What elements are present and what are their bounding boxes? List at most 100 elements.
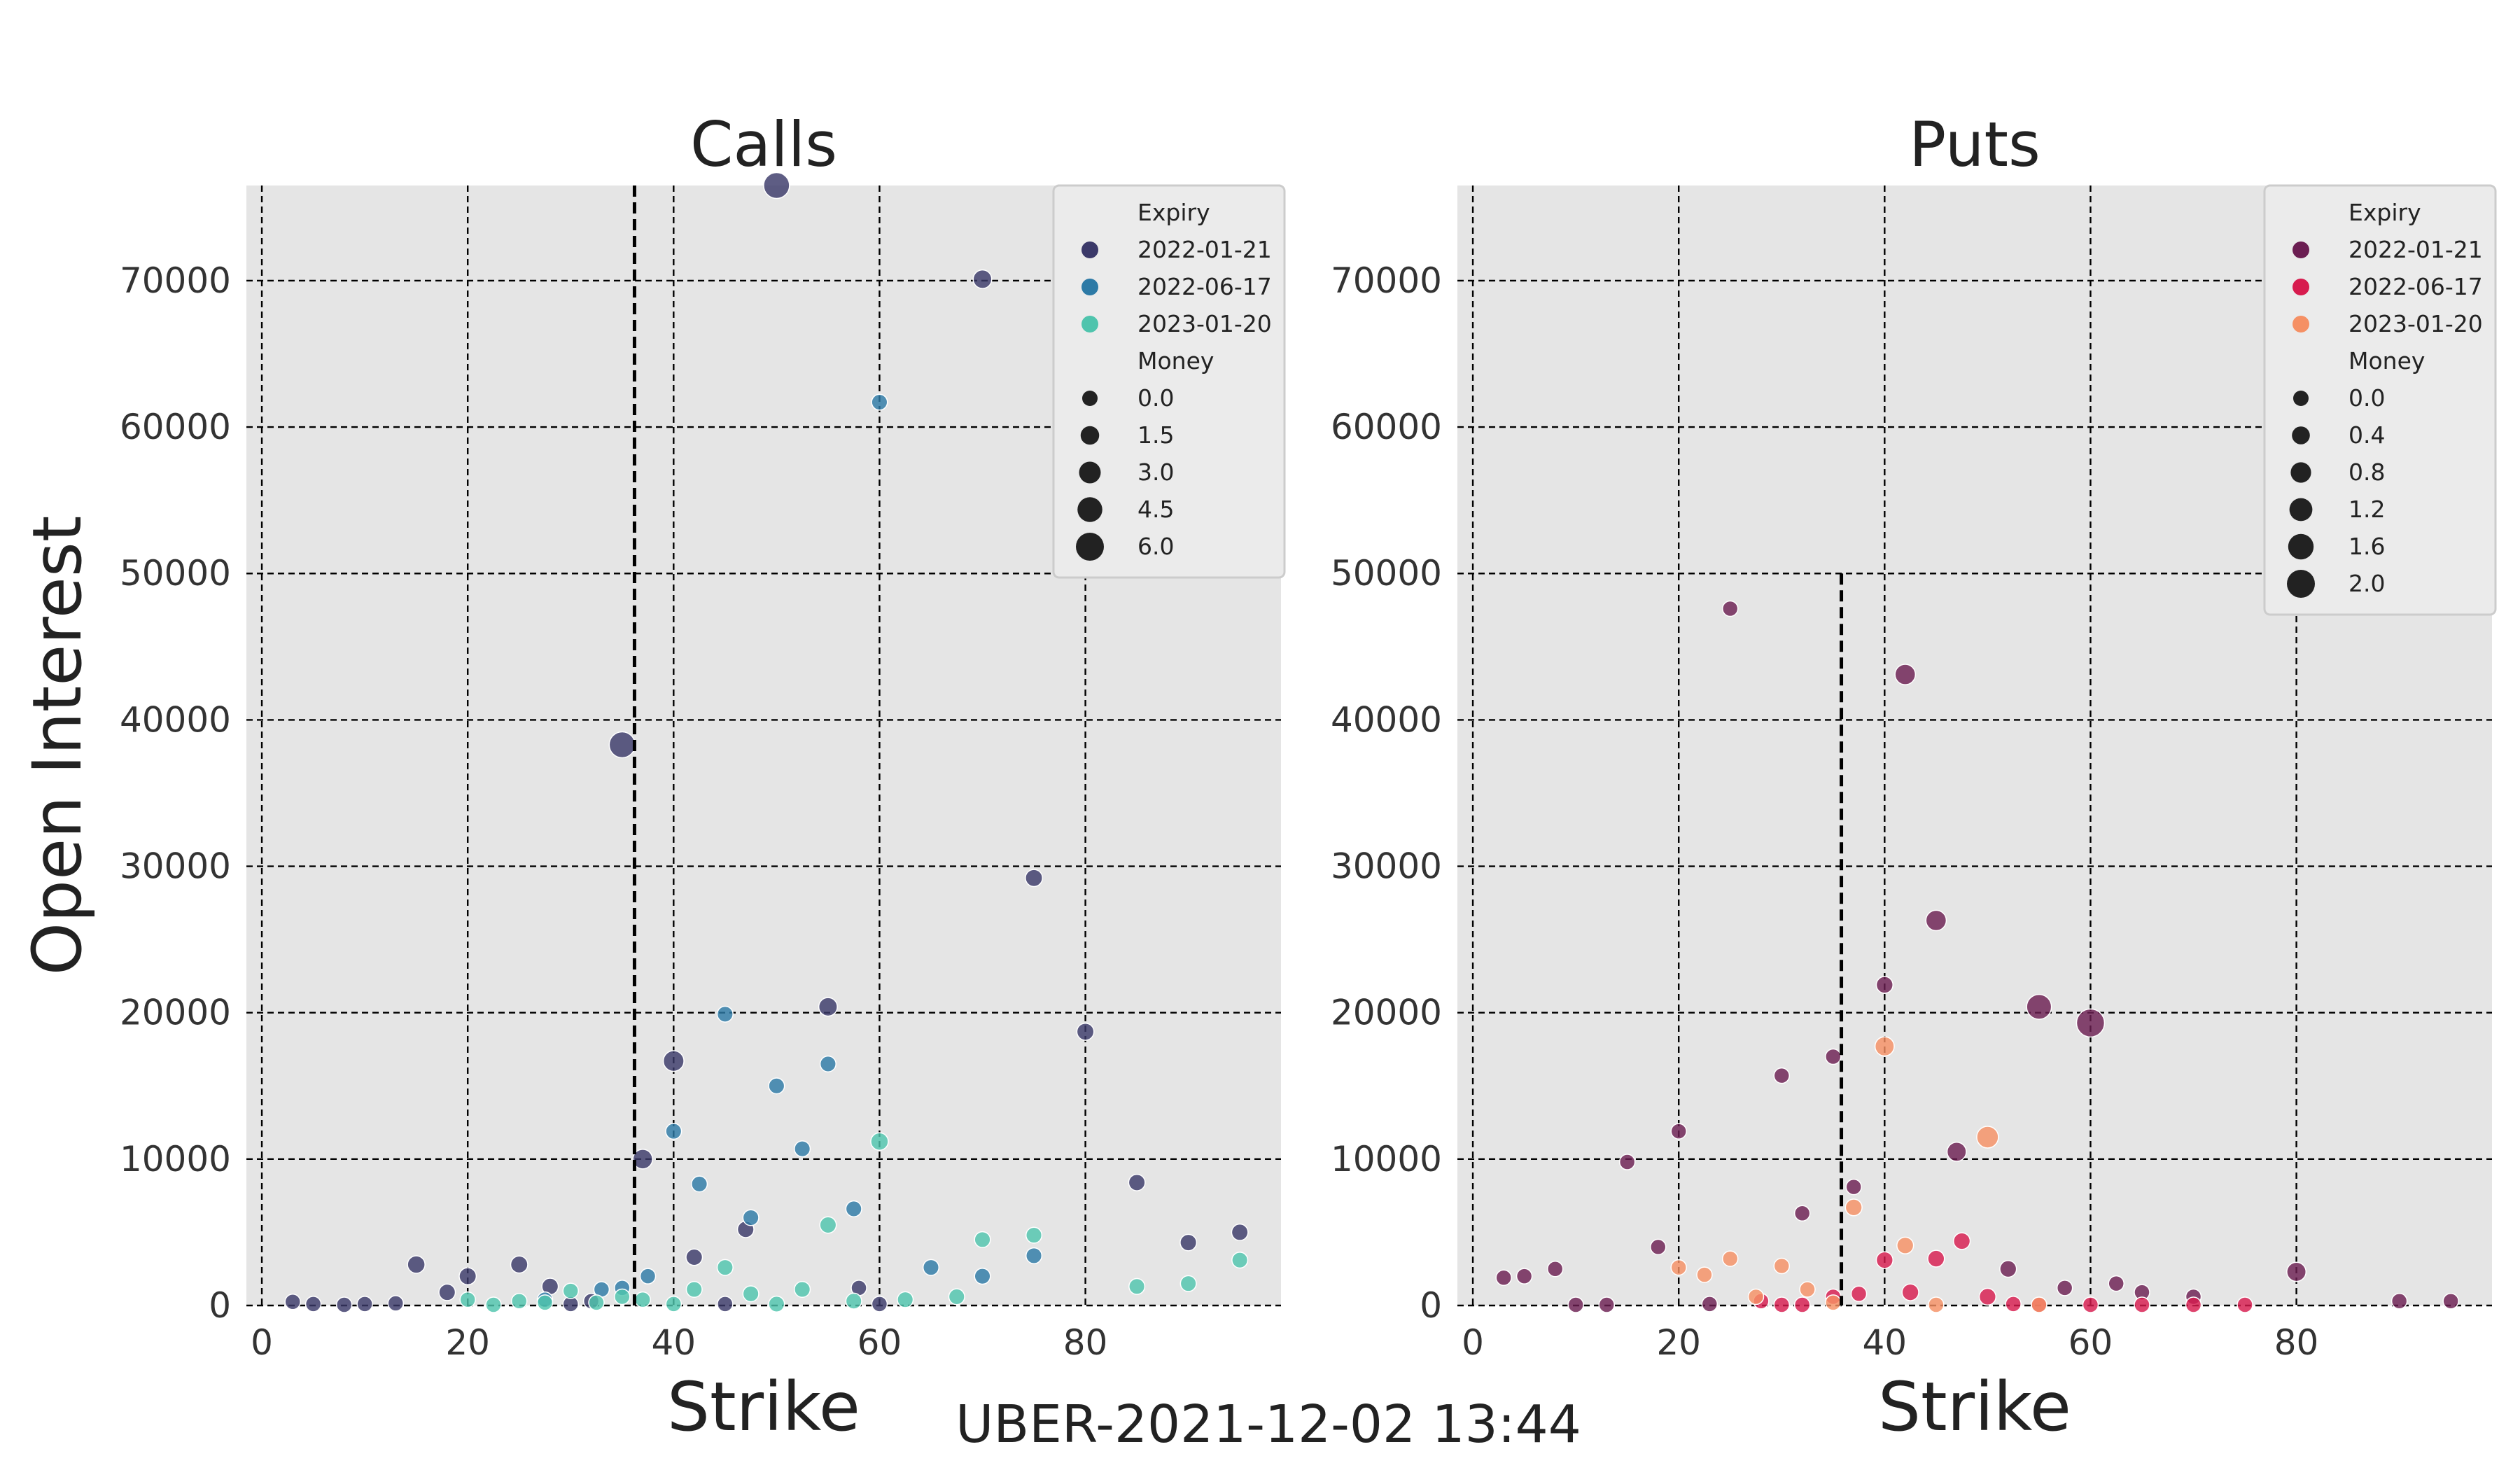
data-point — [1598, 1296, 1615, 1313]
legend-size-title: Money — [1138, 347, 1214, 374]
data-point — [459, 1291, 476, 1308]
data-point — [2442, 1292, 2459, 1310]
data-point — [1927, 1250, 1945, 1268]
legend-hue-marker — [1082, 316, 1098, 332]
y-tick-label: 0 — [1420, 1285, 1442, 1326]
data-point — [485, 1296, 502, 1313]
legend-size-label: 1.6 — [2348, 533, 2385, 560]
legend-size-marker — [2289, 498, 2313, 522]
legend-size-label: 0.4 — [2348, 421, 2385, 449]
data-point — [387, 1295, 404, 1312]
data-point — [510, 1292, 528, 1310]
data-point — [974, 1268, 991, 1285]
data-point — [665, 1296, 682, 1312]
data-point — [717, 1296, 734, 1312]
legend-size-title: Money — [2348, 347, 2425, 374]
legend-hue-label: 2022-06-17 — [1138, 273, 1272, 300]
legend-hue-label: 2022-01-21 — [1138, 236, 1272, 263]
y-tick-label: 20000 — [1331, 993, 1442, 1033]
data-point — [871, 393, 888, 411]
legend-frame — [1052, 184, 1286, 579]
data-point — [1825, 1048, 1842, 1065]
legend-size-label: 0.0 — [2348, 384, 2385, 412]
data-point — [1721, 1250, 1739, 1267]
data-point — [948, 1288, 965, 1306]
data-point — [1976, 1126, 1999, 1149]
data-point — [1799, 1281, 1816, 1298]
legend-size-marker — [2292, 426, 2310, 444]
data-point — [665, 1123, 682, 1140]
data-point — [818, 997, 838, 1017]
data-point — [1773, 1257, 1791, 1275]
data-point — [639, 1268, 657, 1284]
legend-frame — [2263, 184, 2497, 616]
data-point — [438, 1283, 456, 1301]
legend-size-marker — [1076, 533, 1104, 561]
data-point — [2031, 1296, 2047, 1313]
legend-hue-label: 2023-01-20 — [1138, 310, 1272, 337]
y-tick-label: 0 — [209, 1285, 231, 1326]
x-tick-label: 20 — [445, 1322, 490, 1363]
data-point — [1773, 1296, 1791, 1313]
data-point — [2026, 993, 2052, 1020]
x-tick-label: 60 — [2068, 1322, 2113, 1363]
data-point — [1874, 1036, 1895, 1057]
calls-panel: 0 20 40 60 80 0 10000 20000 30000 40000 50000 60000… — [18, 108, 1286, 1446]
data-point — [794, 1140, 811, 1158]
data-point — [974, 1231, 991, 1248]
data-point — [845, 1292, 862, 1310]
data-point — [1844, 1198, 1863, 1217]
y-tick-label: 10000 — [120, 1139, 231, 1180]
data-point — [1952, 1232, 1971, 1250]
legend-hue-label: 2022-06-17 — [2348, 273, 2483, 300]
data-point — [1076, 1022, 1095, 1041]
legend-hue-marker — [2292, 279, 2309, 295]
data-point — [1946, 1141, 1967, 1162]
data-point — [1670, 1259, 1687, 1276]
data-point — [1025, 1226, 1043, 1244]
data-point — [716, 1259, 734, 1276]
y-tick-label: 60000 — [120, 407, 231, 447]
data-point — [763, 172, 790, 200]
y-tick-label: 60000 — [1331, 407, 1442, 447]
data-point — [1546, 1260, 1564, 1278]
data-point — [972, 269, 993, 289]
data-point — [742, 1209, 760, 1226]
data-point — [794, 1280, 811, 1298]
data-point — [1650, 1238, 1667, 1256]
data-point — [2056, 1280, 2073, 1296]
legend-size-label: 0.0 — [1138, 384, 1174, 412]
y-tick-label: 50000 — [1331, 553, 1442, 594]
legend-size-label: 2.0 — [2348, 570, 2385, 597]
data-point — [632, 1149, 653, 1170]
data-point — [1696, 1266, 1713, 1283]
data-point — [1773, 1067, 1791, 1084]
data-point — [1747, 1288, 1765, 1306]
data-point — [1180, 1233, 1198, 1252]
data-point — [407, 1255, 426, 1274]
legend-hue-label: 2022-01-21 — [2348, 236, 2483, 263]
legend-size-marker — [1080, 426, 1100, 445]
legend-hue-title: Expiry — [1138, 199, 1210, 226]
data-point — [845, 1200, 862, 1218]
x-tick-label: 80 — [2274, 1322, 2319, 1363]
puts-panel: 0 20 40 60 80 0 10000 20000 30000 40000 50000 60000… — [1331, 108, 2497, 1446]
data-point — [1128, 1278, 1146, 1295]
data-point — [685, 1248, 704, 1266]
legend-size-marker — [1079, 461, 1101, 484]
data-point — [458, 1267, 477, 1286]
data-point — [284, 1294, 301, 1310]
data-point — [716, 1005, 734, 1023]
legend-hue-marker — [1082, 279, 1098, 295]
data-point — [2390, 1292, 2408, 1310]
x-axis-label: Strike — [1878, 1368, 2071, 1446]
data-point — [1670, 1123, 1687, 1140]
data-point — [614, 1288, 631, 1306]
data-point — [1516, 1268, 1533, 1284]
x-tick-label: 0 — [251, 1322, 273, 1363]
panel-title: Puts — [1909, 108, 2040, 181]
x-tick-label: 20 — [1656, 1322, 1701, 1363]
data-point — [1875, 1251, 1893, 1269]
data-point — [1701, 1296, 1718, 1312]
legend: Expiry 2022-01-21 2022-06-17 2023-01-20 Mone… — [2263, 184, 2497, 616]
